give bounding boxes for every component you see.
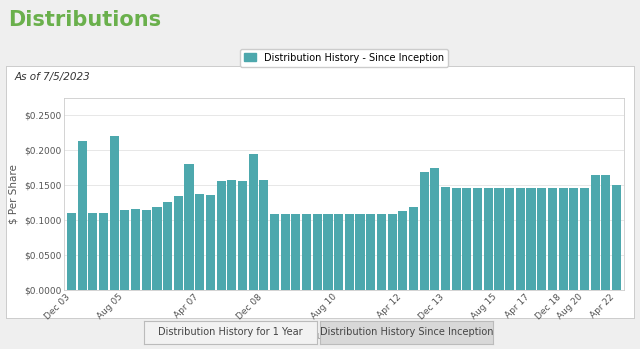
Bar	[366, 214, 375, 290]
Bar	[334, 214, 343, 290]
Bar	[355, 214, 365, 290]
Bar	[216, 181, 226, 290]
Bar	[548, 188, 557, 290]
Bar	[88, 213, 97, 290]
Bar	[377, 214, 386, 290]
Bar	[67, 213, 76, 290]
Text: Distributions: Distributions	[8, 10, 161, 30]
Bar	[141, 210, 151, 290]
Bar	[484, 188, 493, 290]
Bar	[291, 214, 300, 290]
Bar	[238, 181, 247, 290]
Bar	[473, 188, 482, 290]
Bar	[345, 214, 354, 290]
Text: As of 7/5/2023: As of 7/5/2023	[14, 72, 90, 82]
Bar	[109, 136, 119, 290]
Bar	[227, 180, 236, 290]
Bar	[259, 180, 268, 290]
Bar	[152, 207, 161, 290]
Bar	[495, 188, 504, 290]
Bar	[591, 174, 600, 290]
Bar	[163, 202, 172, 290]
Legend: Distribution History - Since Inception: Distribution History - Since Inception	[241, 49, 447, 67]
Bar	[409, 207, 418, 290]
Bar	[580, 188, 589, 290]
Bar	[313, 214, 322, 290]
Bar	[195, 194, 204, 290]
Bar	[505, 188, 514, 290]
Text: Distribution History Since Inception: Distribution History Since Inception	[319, 327, 493, 337]
Bar	[462, 188, 472, 290]
Bar	[452, 188, 461, 290]
Text: Past performance is no guarantee of future results.: Past performance is no guarantee of futu…	[195, 331, 445, 341]
Bar	[441, 187, 450, 290]
Bar	[430, 168, 440, 290]
Bar	[516, 188, 525, 290]
Bar	[537, 188, 547, 290]
Bar	[248, 154, 258, 290]
Bar	[323, 214, 333, 290]
Bar	[206, 195, 215, 290]
Bar	[302, 214, 311, 290]
Bar	[527, 188, 536, 290]
Bar	[184, 164, 193, 290]
Text: Distribution History for 1 Year: Distribution History for 1 Year	[158, 327, 303, 337]
Bar	[131, 209, 140, 290]
Bar	[559, 188, 568, 290]
Bar	[174, 196, 183, 290]
Bar	[120, 210, 129, 290]
Bar	[602, 174, 611, 290]
Bar	[398, 211, 407, 290]
Bar	[77, 141, 86, 290]
Bar	[99, 213, 108, 290]
Y-axis label: $ Per Share: $ Per Share	[8, 164, 19, 224]
Bar	[612, 185, 621, 290]
Bar	[420, 172, 429, 290]
Bar	[569, 188, 579, 290]
Bar	[270, 214, 279, 290]
Bar	[281, 214, 290, 290]
Bar	[388, 214, 397, 290]
